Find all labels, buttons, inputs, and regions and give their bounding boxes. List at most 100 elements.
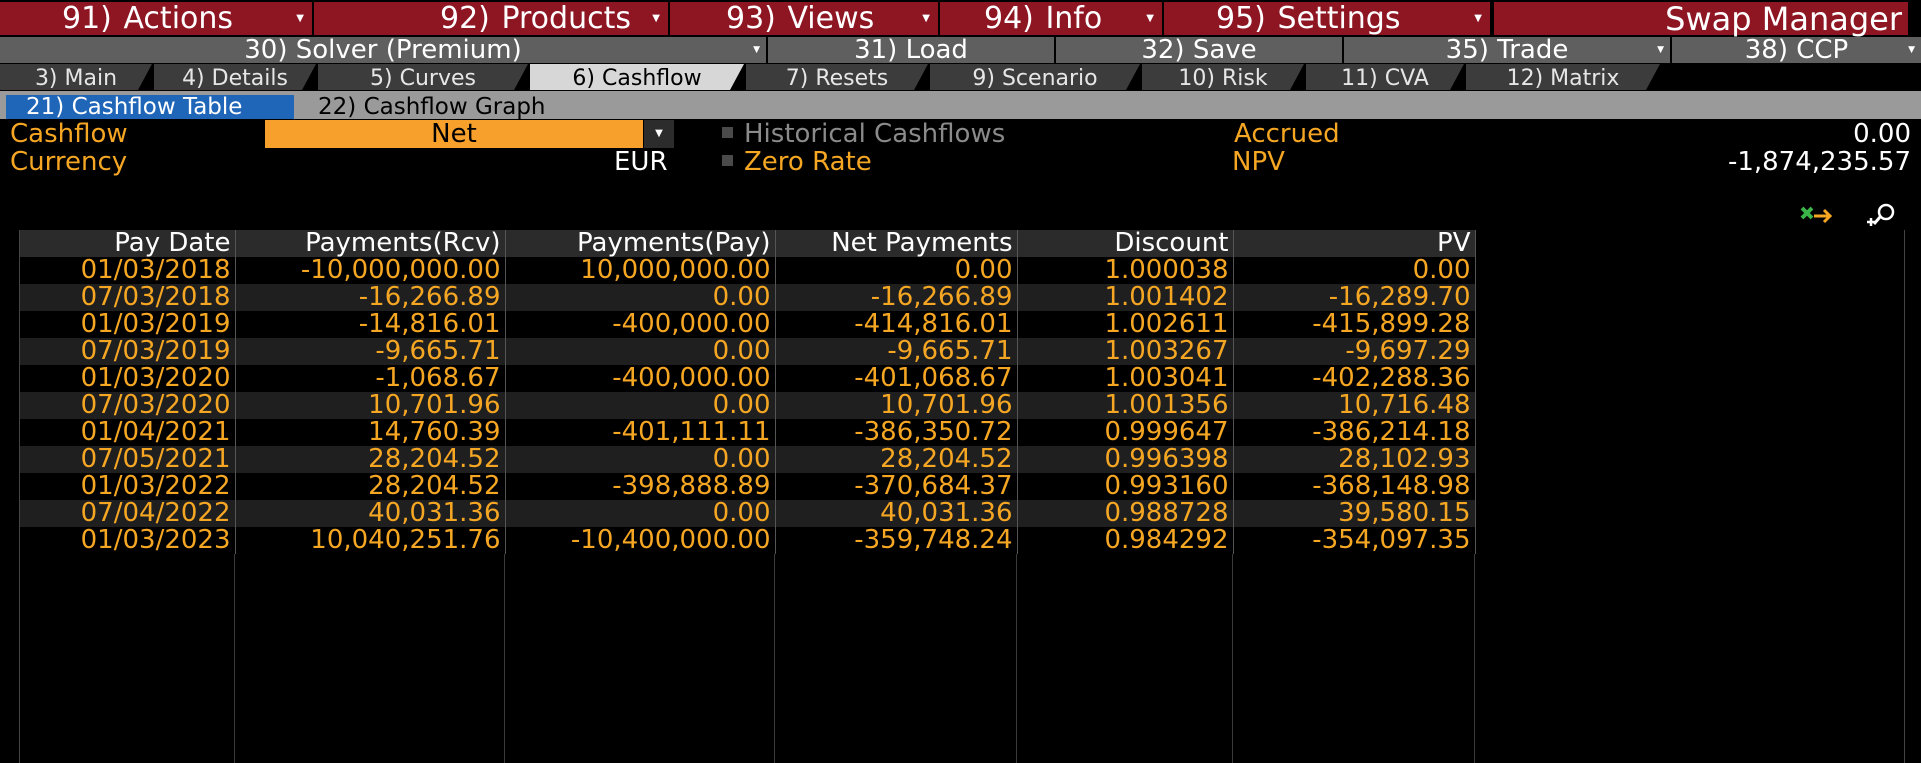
tab-label: Matrix <box>1550 66 1620 90</box>
tab-matrix[interactable]: 12) Matrix <box>1466 64 1660 90</box>
trade-button[interactable]: 35) Trade ▼ <box>1344 37 1670 63</box>
menu-products[interactable]: 92) Products ▼ <box>314 2 668 35</box>
cell-net-payments: -16,266.89 <box>775 284 1018 311</box>
cell-pay-date: 01/03/2020 <box>20 365 236 392</box>
menu-label: Products <box>501 2 631 35</box>
cell-pay-date: 01/03/2023 <box>20 527 236 554</box>
sub-number: 35) <box>1445 37 1489 63</box>
cell-payments-rcv: -1,068.67 <box>235 365 506 392</box>
historical-cashflows-checkbox[interactable] <box>722 127 733 138</box>
tab-label: Scenario <box>1001 66 1098 90</box>
caret-down-icon: ▼ <box>1657 45 1664 55</box>
zoom-icon[interactable] <box>1864 202 1900 230</box>
table-row[interactable]: 01/03/2018 -10,000,000.00 10,000,000.00 0.0… <box>20 257 1476 284</box>
view-bar: 21) Cashflow Table 22) Cashflow Graph <box>0 91 1921 120</box>
currency-label: Currency <box>10 147 128 177</box>
table-row[interactable]: 01/03/2019 -14,816.01 -400,000.00 -414,816.… <box>20 311 1476 338</box>
view-label: Cashflow Table <box>71 94 243 120</box>
cell-pay-date: 01/03/2022 <box>20 473 236 500</box>
cashflow-table: Pay Date Payments(Rcv) Payments(Pay) Net… <box>20 230 1476 554</box>
npv-label: NPV <box>1232 147 1285 177</box>
tab-label: CVA <box>1384 66 1429 90</box>
cell-payments-pay: 10,000,000.00 <box>505 257 776 284</box>
tab-number: 12) <box>1506 66 1544 90</box>
tab-number: 5) <box>370 66 393 90</box>
cell-net-payments: -386,350.72 <box>775 419 1018 446</box>
column-header-pv[interactable]: PV <box>1233 230 1476 257</box>
table-row[interactable]: 07/05/2021 28,204.52 0.00 28,204.52 0.996398… <box>20 446 1476 473</box>
cell-payments-pay: -400,000.00 <box>505 311 776 338</box>
cell-payments-rcv: 28,204.52 <box>235 473 506 500</box>
zero-rate-checkbox[interactable] <box>722 155 733 166</box>
ccp-button[interactable]: 38) CCP ▼ <box>1672 37 1921 63</box>
table-row[interactable]: 01/03/2023 10,040,251.76 -10,400,000.00 -35… <box>20 527 1476 554</box>
tab-label: Details <box>211 66 288 90</box>
export-excel-icon[interactable] <box>1800 202 1836 226</box>
cell-net-payments: 28,204.52 <box>775 446 1018 473</box>
column-header-payments-pay[interactable]: Payments(Pay) <box>505 230 776 257</box>
cell-discount: 0.993160 <box>1017 473 1234 500</box>
cell-payments-rcv: -16,266.89 <box>235 284 506 311</box>
table-row[interactable]: 07/03/2019 -9,665.71 0.00 -9,665.71 1.003267… <box>20 338 1476 365</box>
solver-button[interactable]: 30) Solver (Premium) ▼ <box>0 37 766 63</box>
tab-risk[interactable]: 10) Risk <box>1142 64 1304 90</box>
cell-pay-date: 07/03/2019 <box>20 338 236 365</box>
tab-main[interactable]: 3) Main <box>0 64 152 90</box>
menu-info[interactable]: 94) Info ▼ <box>940 2 1162 35</box>
table-row[interactable]: 01/03/2020 -1,068.67 -400,000.00 -401,068.6… <box>20 365 1476 392</box>
view-cashflow-table[interactable]: 21) Cashflow Table <box>6 94 294 120</box>
cashflow-label: Cashflow <box>10 119 128 149</box>
cell-pv: 39,580.15 <box>1233 500 1476 527</box>
tab-label: Cashflow <box>602 66 702 90</box>
column-header-pay-date[interactable]: Pay Date <box>20 230 236 257</box>
sub-label: Load <box>905 37 968 63</box>
cell-payments-rcv: 10,701.96 <box>235 392 506 419</box>
column-header-net-payments[interactable]: Net Payments <box>775 230 1018 257</box>
view-cashflow-graph[interactable]: 22) Cashflow Graph <box>304 95 604 120</box>
cell-pv: -354,097.35 <box>1233 527 1476 554</box>
table-row[interactable]: 07/04/2022 40,031.36 0.00 40,031.36 0.988728… <box>20 500 1476 527</box>
cell-net-payments: -370,684.37 <box>775 473 1018 500</box>
column-header-discount[interactable]: Discount <box>1017 230 1234 257</box>
cell-payments-pay: 0.00 <box>505 392 776 419</box>
cell-discount: 1.002611 <box>1017 311 1234 338</box>
tab-curves[interactable]: 5) Curves <box>318 64 528 90</box>
cell-pay-date: 01/04/2021 <box>20 419 236 446</box>
cell-net-payments: -401,068.67 <box>775 365 1018 392</box>
tab-cva[interactable]: 11) CVA <box>1306 64 1464 90</box>
column-header-payments-rcv[interactable]: Payments(Rcv) <box>235 230 506 257</box>
caret-down-icon: ▼ <box>296 13 304 24</box>
menu-views[interactable]: 93) Views ▼ <box>670 2 938 35</box>
zero-rate-label: Zero Rate <box>744 147 872 177</box>
table-row[interactable]: 01/04/2021 14,760.39 -401,111.11 -386,350.7… <box>20 419 1476 446</box>
load-button[interactable]: 31) Load <box>768 37 1054 63</box>
tab-scenario[interactable]: 9) Scenario <box>930 64 1140 90</box>
save-button[interactable]: 32) Save <box>1056 37 1342 63</box>
cell-payments-rcv: 28,204.52 <box>235 446 506 473</box>
cell-pay-date: 07/05/2021 <box>20 446 236 473</box>
cell-pv: -402,288.36 <box>1233 365 1476 392</box>
accrued-label: Accrued <box>1234 119 1340 149</box>
cell-pv: -9,697.29 <box>1233 338 1476 365</box>
menu-settings[interactable]: 95) Settings ▼ <box>1164 2 1490 35</box>
historical-cashflows-label: Historical Cashflows <box>744 119 1006 149</box>
cell-discount: 1.001356 <box>1017 392 1234 419</box>
tab-number: 4) <box>182 66 205 90</box>
table-row[interactable]: 07/03/2020 10,701.96 0.00 10,701.96 1.001356… <box>20 392 1476 419</box>
tab-details[interactable]: 4) Details <box>154 64 316 90</box>
menu-actions[interactable]: 91) Actions ▼ <box>0 2 312 35</box>
app-title: Swap Manager <box>1494 2 1908 36</box>
table-row[interactable]: 07/03/2018 -16,266.89 0.00 -16,266.89 1.0014… <box>20 284 1476 311</box>
tab-number: 7) <box>785 66 809 90</box>
cell-payments-rcv: -10,000,000.00 <box>235 257 506 284</box>
cashflow-select[interactable]: Net <box>265 120 643 148</box>
tab-cashflow[interactable]: 6) Cashflow <box>530 64 744 90</box>
tab-resets[interactable]: 7) Resets <box>746 64 928 90</box>
sub-number: 31) <box>854 37 898 63</box>
tab-number: 11) <box>1341 66 1378 90</box>
chevron-down-icon[interactable]: ▼ <box>644 120 674 148</box>
caret-down-icon: ▼ <box>652 13 660 24</box>
cell-payments-rcv: 10,040,251.76 <box>235 527 506 554</box>
table-row[interactable]: 01/03/2022 28,204.52 -398,888.89 -370,684.3… <box>20 473 1476 500</box>
cell-pv: 28,102.93 <box>1233 446 1476 473</box>
